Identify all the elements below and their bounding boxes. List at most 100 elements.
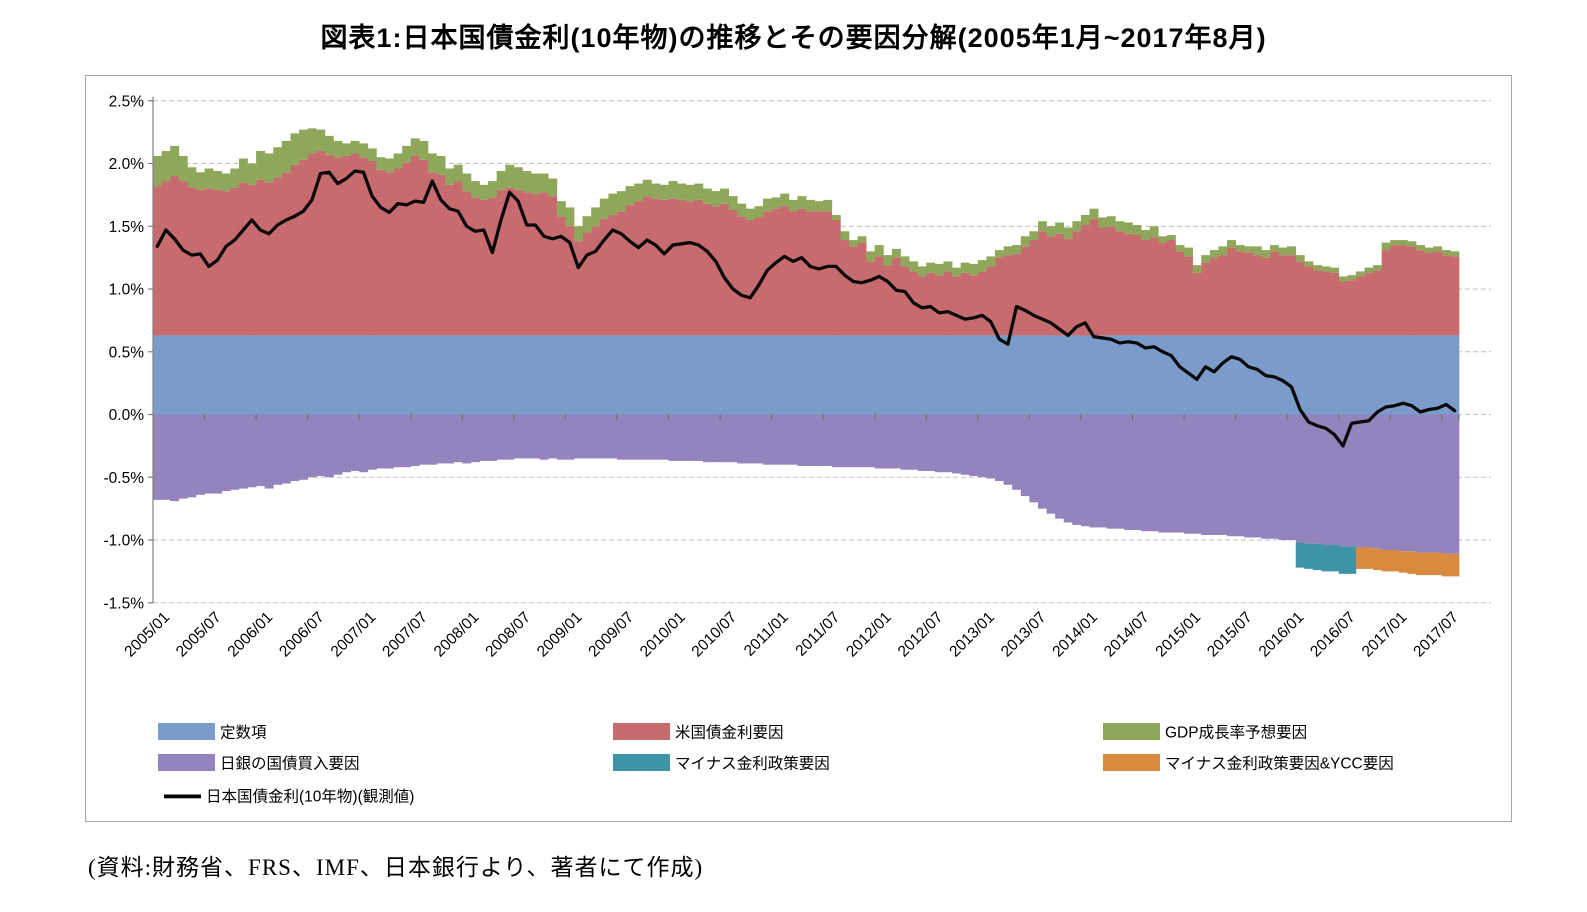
bar-segment [1158,236,1168,243]
bar-segment [393,168,403,336]
bar-segment [1158,414,1168,533]
bar-segment [1046,414,1056,514]
bar-segment [1407,246,1417,336]
bar-segment [204,168,214,189]
bar-segment [608,214,618,336]
bar-segment [677,335,687,415]
bar-segment [1003,335,1013,415]
bar-segment [1304,414,1314,544]
bar-segment [659,414,669,460]
bar-segment [1304,543,1314,569]
bar-segment [247,163,257,185]
bar-segment [1364,414,1374,548]
bar-segment [1003,255,1013,336]
bar-segment [1347,280,1357,336]
bar-segment [1227,414,1236,537]
bar-segment [582,232,592,336]
bar-segment [462,173,472,192]
bar-segment [1209,250,1219,258]
bar-segment [711,335,721,415]
bar-segment [187,414,197,498]
bar-segment [393,414,403,468]
legend-swatch [1103,754,1160,771]
bar-segment [1381,242,1391,251]
bar-segment [1390,335,1400,415]
bar-segment [1416,335,1425,415]
x-axis-label: 2016/01 [1256,609,1308,661]
bar-segment [178,181,188,336]
bar-segment [531,335,540,415]
bar-segment [290,133,300,165]
bar-segment [238,182,248,336]
bar-segment [419,140,429,160]
bar-segment [1330,414,1340,546]
bar-segment [642,414,652,460]
bar-segment [1141,240,1151,336]
bar-segment [221,173,231,192]
bar-segment [694,414,704,461]
bar-segment [599,198,609,219]
bar-segment [608,193,618,215]
bar-segment [702,414,712,463]
bar-segment [969,414,979,476]
bar-segment [1235,251,1245,336]
bar-segment [831,219,841,336]
bar-segment [402,335,412,415]
bar-segment [1115,335,1125,415]
bar-segment [195,335,205,415]
bar-segment [170,335,180,415]
bar-segment [402,414,412,468]
bar-segment [1089,335,1099,415]
x-axis-label: 2015/07 [1204,609,1256,661]
x-axis-label: 2006/01 [225,609,277,661]
bar-segment [539,414,549,460]
bar-segment [1072,231,1082,336]
bar-segment [153,414,162,500]
bar-segment [986,335,996,415]
bar-segment [1244,246,1254,253]
bar-segment [591,226,601,336]
bar-segment [1433,335,1443,415]
bar-segment [324,135,334,155]
bar-segment [874,335,884,415]
bar-segment [496,414,506,460]
bar-segment [728,414,738,463]
bar-segment [995,257,1004,336]
bar-segment [625,186,635,205]
bar-segment [359,143,369,158]
bar-segment [1149,226,1159,238]
chart-plot: 2.5%2.0%1.5%1.0%0.5%0.0%-0.5%-1.0%-1.5%2… [104,93,1491,806]
bar-segment [281,172,291,336]
bar-segment [1355,335,1365,415]
bar-segment [1373,265,1383,271]
bar-segment [1244,252,1254,336]
bar-segment [273,335,283,415]
bar-segment [659,184,669,200]
bar-segment [1080,214,1090,225]
bar-segment [616,414,626,460]
bar-segment [1381,335,1391,415]
bar-segment [900,256,910,267]
bar-segment [1141,335,1151,415]
bar-segment [934,275,944,336]
bar-segment [230,187,240,336]
bar-segment [986,266,996,336]
legend-label: マイナス金利政策要因 [675,755,830,773]
legend-label: 日本国債金利(10年物)(観測値) [206,788,414,806]
bar-segment [1295,255,1305,262]
bar-segment [848,335,858,415]
bar-segment [376,414,386,469]
bar-segment [531,193,540,336]
bar-segment [1407,551,1417,574]
bar-segment [324,154,334,336]
bar-segment [281,414,291,484]
bar-segment [1261,250,1271,258]
bar-segment [1080,225,1090,336]
bar-segment [230,168,240,188]
bar-segment [840,231,850,241]
bar-segment [668,335,678,415]
bar-segment [694,199,704,336]
bar-segment [153,155,162,187]
bar-segment [479,414,489,461]
legend-item: GDP成長率予想要因 [1103,723,1307,742]
